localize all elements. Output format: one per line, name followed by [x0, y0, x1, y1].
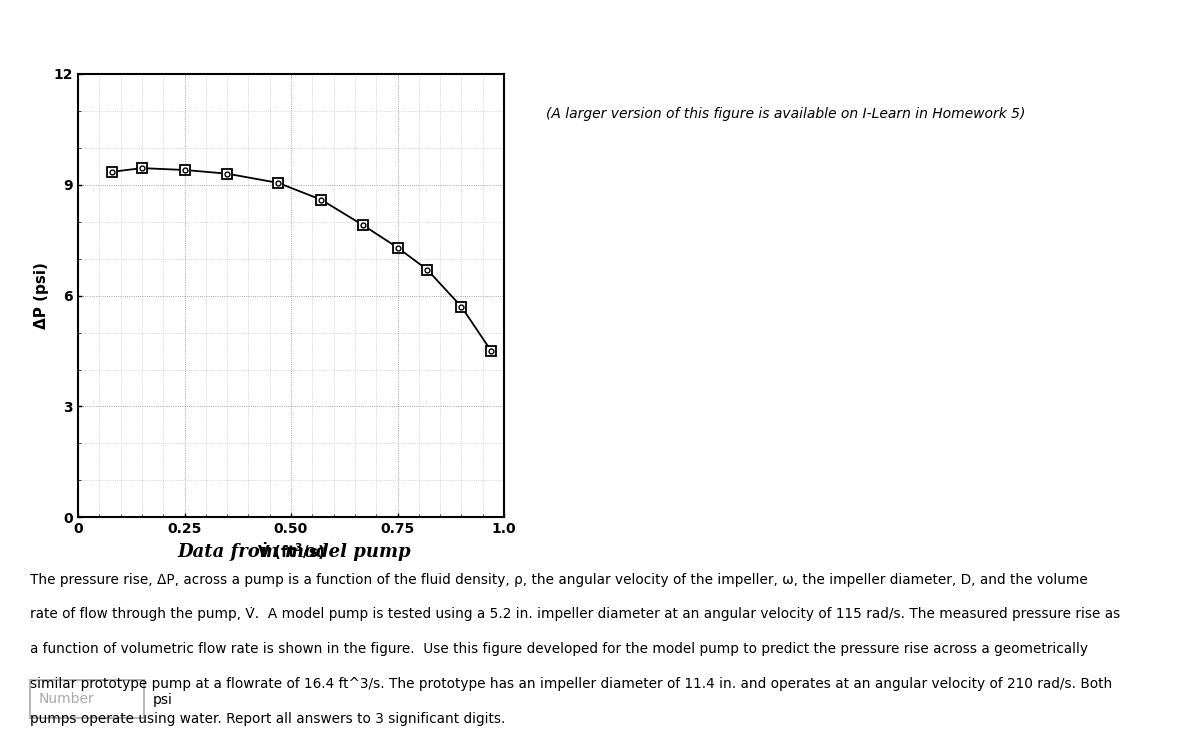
Text: Data from model pump: Data from model pump: [178, 543, 410, 561]
Text: similar prototype pump at a flowrate of 16.4 ft^3/s. The prototype has an impell: similar prototype pump at a flowrate of …: [30, 677, 1112, 691]
Y-axis label: ΔP (psi): ΔP (psi): [35, 262, 49, 329]
Text: psi: psi: [152, 693, 173, 706]
Text: a function of volumetric flow rate is shown in the figure.  Use this figure deve: a function of volumetric flow rate is sh…: [30, 642, 1088, 656]
Text: rate of flow through the pump, V̇.  A model pump is tested using a 5.2 in. impel: rate of flow through the pump, V̇. A mod…: [30, 607, 1121, 621]
Text: (A larger version of this figure is available on I-Learn in Homework 5): (A larger version of this figure is avai…: [546, 107, 1025, 121]
X-axis label: $\mathbf{\dot{V}}$ $\mathbf{(ft^3/s)}$: $\mathbf{\dot{V}}$ $\mathbf{(ft^3/s)}$: [257, 540, 325, 562]
Text: pumps operate using water. Report all answers to 3 significant digits.: pumps operate using water. Report all an…: [30, 712, 505, 726]
Text: The pressure rise, ΔP, across a pump is a function of the fluid density, ρ, the : The pressure rise, ΔP, across a pump is …: [30, 573, 1087, 587]
Text: Number: Number: [40, 692, 95, 706]
